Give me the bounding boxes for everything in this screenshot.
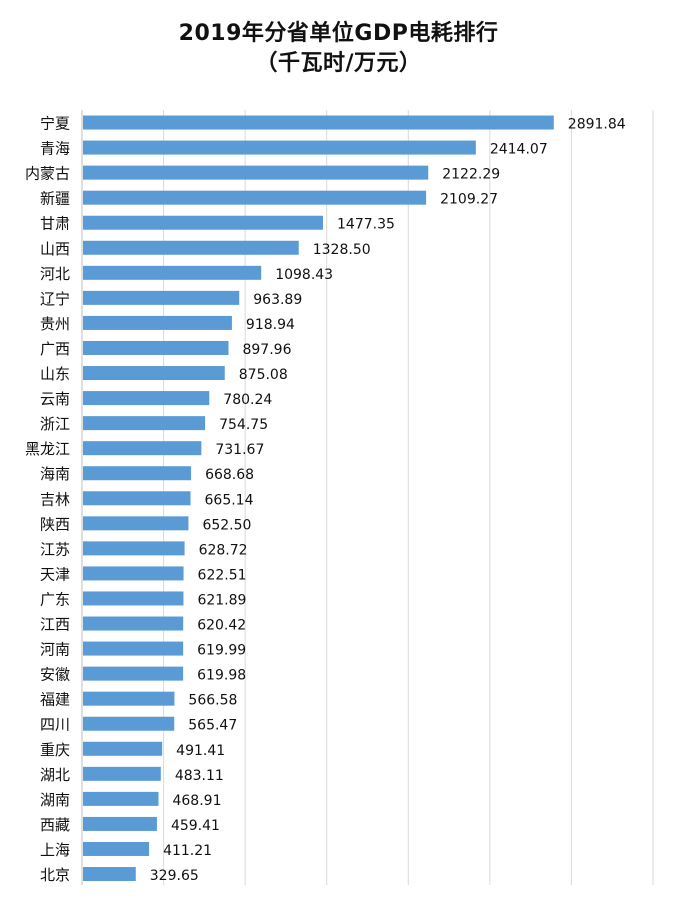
category-label: 新疆 [40,190,70,208]
value-label: 780.24 [223,392,272,408]
value-label: 963.89 [253,292,302,308]
category-label: 内蒙古 [25,165,70,183]
value-label: 2891.84 [568,117,626,133]
category-label: 宁夏 [40,115,70,133]
category-label: 辽宁 [40,290,70,308]
bar [83,165,429,180]
category-label: 四川 [40,716,70,734]
value-label: 329.65 [150,868,199,884]
bar [83,466,192,481]
category-label: 重庆 [40,741,70,759]
bar [83,290,240,305]
category-label: 吉林 [40,490,70,508]
category-label: 山东 [40,365,70,383]
value-label: 665.14 [205,492,254,508]
bar [83,340,229,355]
value-label: 483.11 [175,768,224,784]
category-label: 贵州 [40,315,70,333]
bar [83,741,163,756]
category-label: 西藏 [40,816,70,834]
bar [83,816,157,831]
bar [83,441,202,456]
category-label: 甘肃 [40,215,70,233]
category-label: 湖北 [40,766,70,784]
value-label: 2109.27 [440,192,498,208]
bar [83,491,191,506]
bar [83,841,150,856]
value-label: 622.51 [198,567,247,583]
bar [83,416,206,431]
bar [83,115,554,130]
category-label: 安徽 [40,666,70,684]
bar [83,791,159,806]
value-label: 619.99 [197,643,246,659]
bar [83,240,299,255]
value-label: 1477.35 [337,217,395,233]
value-label: 875.08 [239,367,288,383]
bar [83,190,427,205]
bar [83,391,210,406]
category-label: 浙江 [40,415,70,433]
bar [83,366,225,381]
bar [83,766,161,781]
category-label: 广西 [40,340,70,358]
value-label: 1328.50 [313,242,371,258]
bar [83,265,262,280]
value-label: 2414.07 [490,142,548,158]
bar [83,215,324,230]
category-label: 海南 [40,465,70,483]
value-label: 491.41 [176,743,225,759]
bar [83,691,175,706]
value-label: 652.50 [202,517,251,533]
value-label: 668.68 [205,467,254,483]
category-label: 上海 [40,841,70,859]
value-label: 468.91 [172,793,221,809]
value-label: 565.47 [188,718,237,734]
category-label: 青海 [40,140,70,158]
bar [83,315,232,330]
value-label: 897.96 [242,342,291,358]
value-label: 628.72 [199,542,248,558]
value-label: 754.75 [219,417,268,433]
bar [83,716,175,731]
value-label: 918.94 [246,317,295,333]
category-label: 福建 [40,691,70,709]
category-label: 江西 [40,616,70,634]
value-label: 731.67 [215,442,264,458]
value-label: 566.58 [188,693,237,709]
category-label: 天津 [40,565,70,583]
category-label: 广东 [40,590,70,608]
bar [83,641,184,656]
category-label: 河南 [40,641,70,659]
category-label: 河北 [40,265,70,283]
bar [83,140,476,155]
value-label: 1098.43 [275,267,333,283]
bar [83,566,184,581]
bar [83,541,185,556]
value-label: 621.89 [197,592,246,608]
bar [83,516,189,531]
category-label: 黑龙江 [25,440,70,458]
chart-subtitle: （千瓦时/万元） [255,51,422,76]
bar [83,591,184,606]
category-label: 山西 [40,240,70,258]
chart-title: 2019年分省单位GDP电耗排行 [178,21,499,46]
value-label: 2122.29 [442,167,500,183]
bar [83,666,184,681]
category-label: 陕西 [40,515,70,533]
value-label: 619.98 [197,668,246,684]
value-label: 459.41 [171,818,220,834]
bar [83,616,184,631]
category-label: 湖南 [40,791,70,809]
category-label: 北京 [40,866,70,884]
category-label: 云南 [40,390,70,408]
bar [83,867,136,882]
category-label: 江苏 [40,540,70,558]
value-label: 620.42 [197,618,246,634]
value-label: 411.21 [163,843,212,859]
